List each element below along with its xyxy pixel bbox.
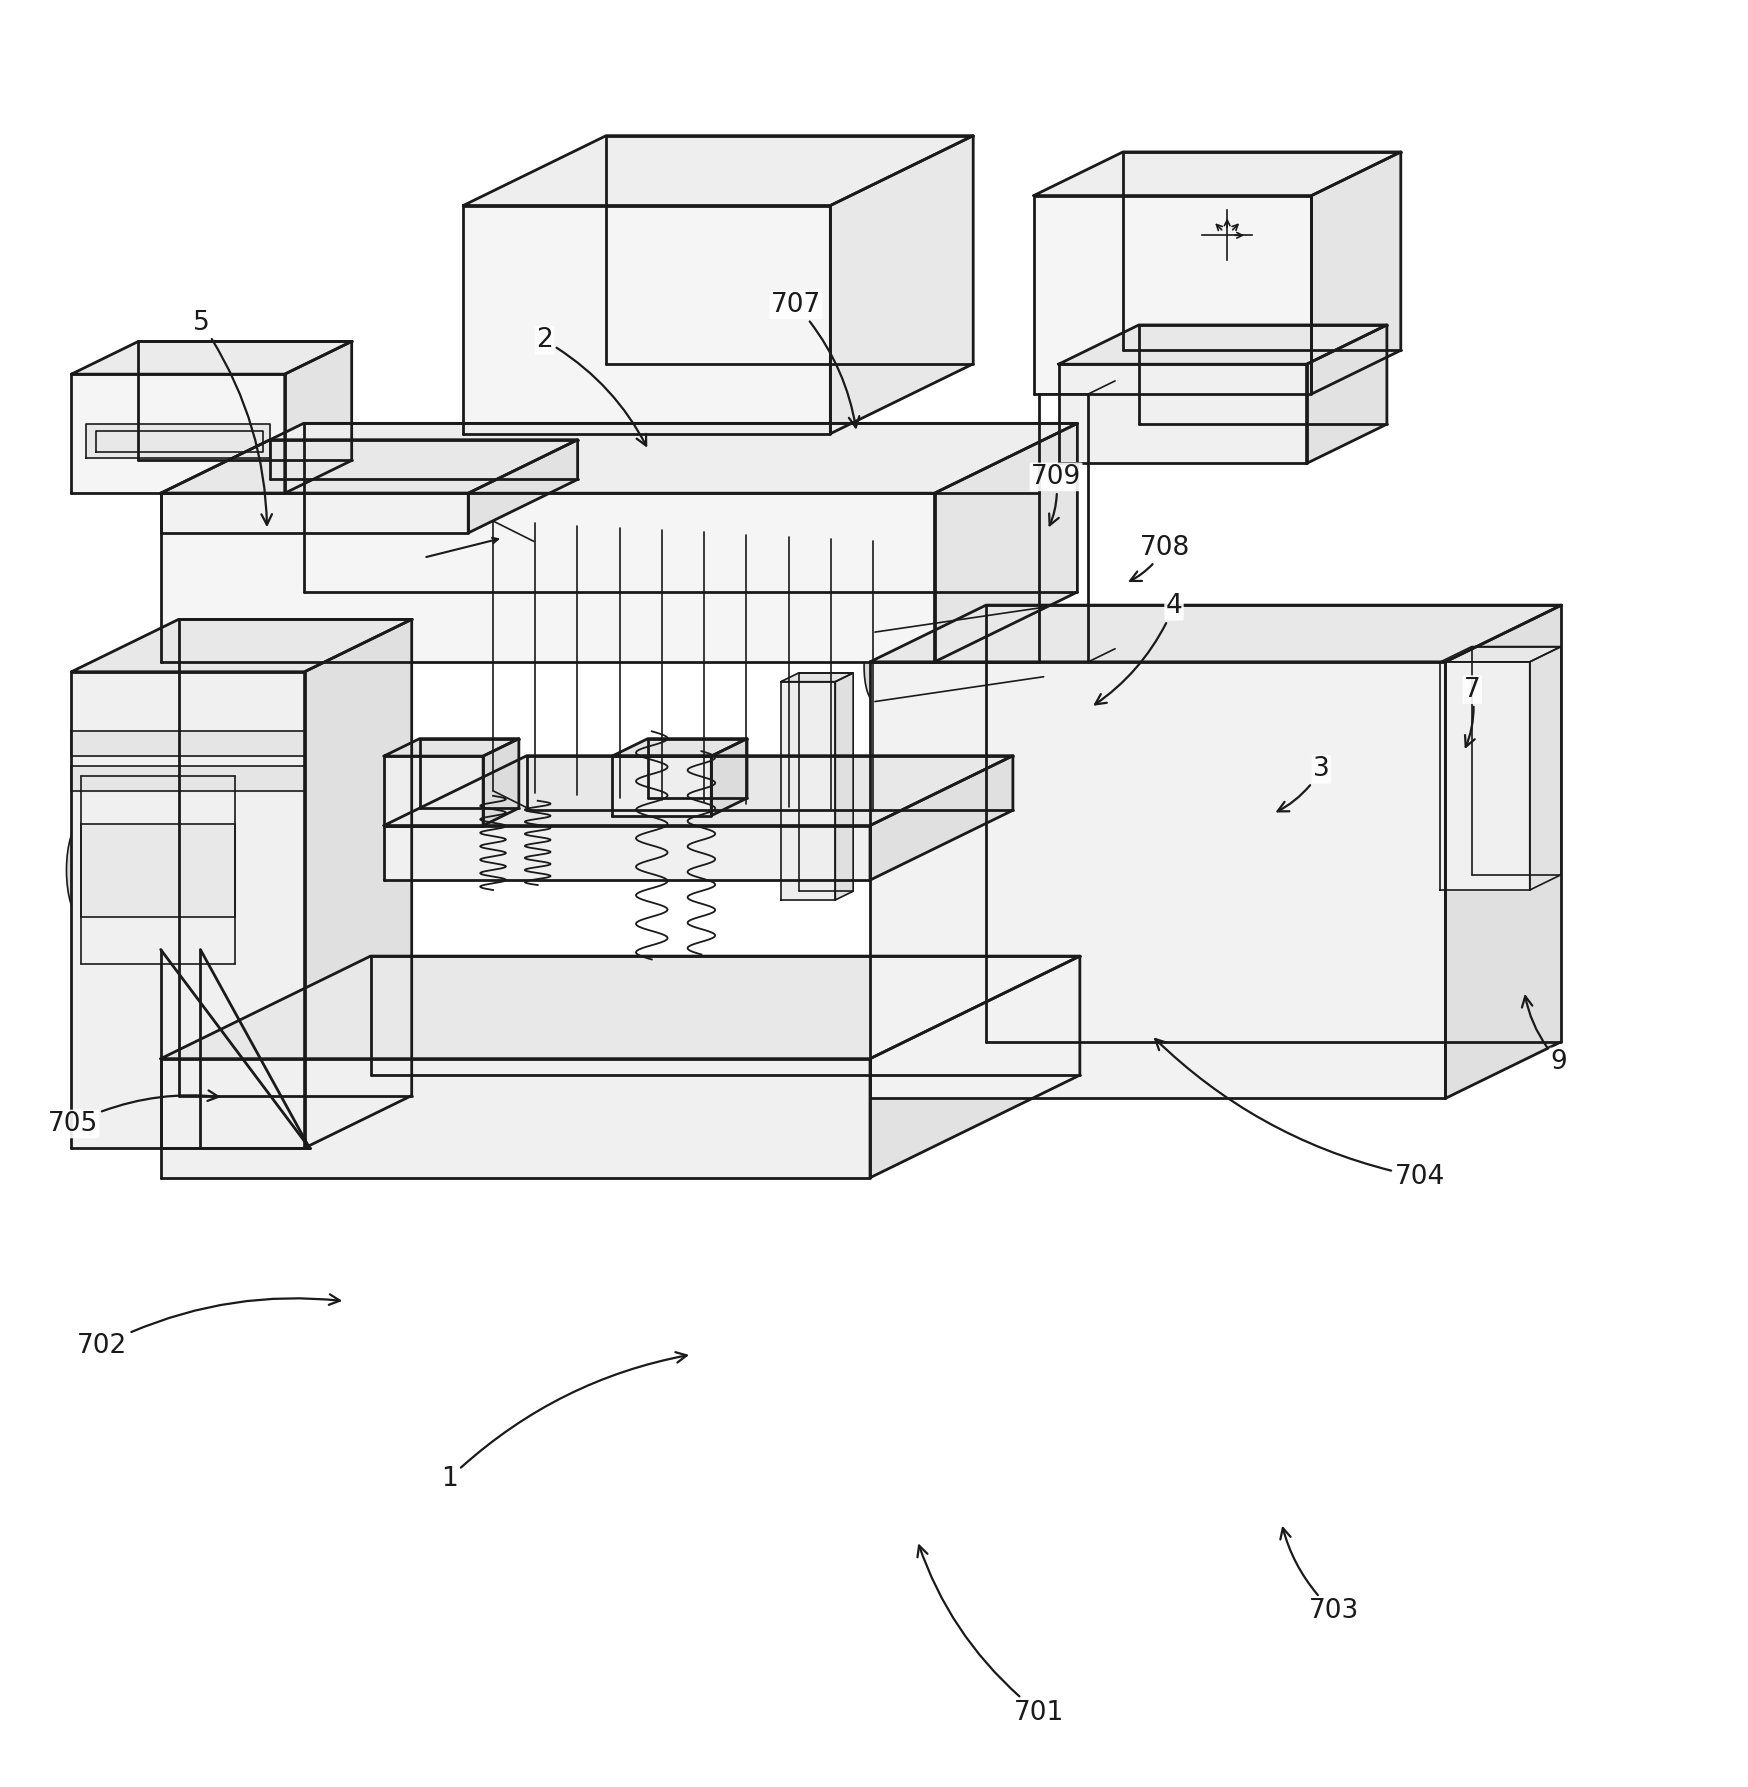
Polygon shape bbox=[781, 681, 836, 901]
Polygon shape bbox=[82, 824, 236, 917]
Text: 2: 2 bbox=[537, 327, 647, 445]
Polygon shape bbox=[711, 738, 746, 815]
Polygon shape bbox=[72, 672, 304, 1147]
Polygon shape bbox=[463, 136, 974, 206]
Text: 1: 1 bbox=[440, 1353, 687, 1492]
Polygon shape bbox=[871, 606, 1561, 661]
Polygon shape bbox=[72, 341, 351, 373]
Polygon shape bbox=[72, 373, 285, 493]
Polygon shape bbox=[612, 756, 711, 815]
Polygon shape bbox=[1311, 152, 1400, 393]
Text: 5: 5 bbox=[192, 309, 273, 525]
Ellipse shape bbox=[792, 838, 809, 863]
Polygon shape bbox=[482, 738, 519, 826]
Text: 4: 4 bbox=[1094, 593, 1182, 704]
Ellipse shape bbox=[1033, 608, 1054, 677]
Polygon shape bbox=[385, 756, 1012, 826]
Polygon shape bbox=[304, 620, 413, 1147]
Ellipse shape bbox=[792, 779, 809, 802]
Polygon shape bbox=[161, 493, 935, 661]
Ellipse shape bbox=[792, 720, 809, 743]
Ellipse shape bbox=[66, 824, 96, 917]
Polygon shape bbox=[1033, 195, 1311, 393]
Text: 9: 9 bbox=[1523, 995, 1568, 1076]
Polygon shape bbox=[1059, 365, 1306, 463]
Polygon shape bbox=[612, 738, 746, 756]
Polygon shape bbox=[935, 424, 1077, 661]
Polygon shape bbox=[871, 661, 1446, 1099]
Polygon shape bbox=[1306, 325, 1386, 463]
Polygon shape bbox=[871, 956, 1080, 1178]
Polygon shape bbox=[385, 826, 871, 881]
Text: 709: 709 bbox=[1031, 465, 1082, 525]
Text: 708: 708 bbox=[1131, 534, 1190, 581]
Polygon shape bbox=[385, 738, 519, 756]
Polygon shape bbox=[781, 674, 853, 681]
Text: 703: 703 bbox=[1280, 1528, 1358, 1624]
Polygon shape bbox=[161, 424, 1077, 493]
Ellipse shape bbox=[523, 838, 544, 865]
Ellipse shape bbox=[442, 831, 465, 860]
Polygon shape bbox=[86, 424, 269, 459]
Text: 707: 707 bbox=[771, 291, 860, 427]
Polygon shape bbox=[385, 756, 482, 826]
Text: 702: 702 bbox=[77, 1294, 339, 1358]
Polygon shape bbox=[161, 956, 1080, 1058]
Ellipse shape bbox=[220, 824, 250, 917]
Polygon shape bbox=[871, 756, 1012, 881]
Ellipse shape bbox=[864, 633, 886, 702]
Polygon shape bbox=[285, 341, 351, 493]
Polygon shape bbox=[1530, 647, 1561, 890]
Polygon shape bbox=[72, 731, 304, 756]
Polygon shape bbox=[161, 440, 577, 493]
Polygon shape bbox=[72, 620, 413, 672]
Polygon shape bbox=[463, 206, 830, 434]
Polygon shape bbox=[830, 136, 974, 434]
Polygon shape bbox=[161, 1058, 871, 1178]
Text: 705: 705 bbox=[47, 1090, 218, 1137]
Polygon shape bbox=[1446, 606, 1561, 1099]
Text: 704: 704 bbox=[1155, 1038, 1446, 1190]
Polygon shape bbox=[468, 440, 577, 533]
Polygon shape bbox=[161, 493, 468, 533]
Text: 7: 7 bbox=[1463, 677, 1481, 747]
Text: 3: 3 bbox=[1278, 756, 1330, 811]
Polygon shape bbox=[836, 674, 853, 901]
Polygon shape bbox=[1059, 325, 1386, 365]
Polygon shape bbox=[1440, 647, 1561, 661]
Polygon shape bbox=[1440, 661, 1530, 890]
Polygon shape bbox=[72, 767, 304, 792]
Ellipse shape bbox=[482, 835, 503, 863]
Polygon shape bbox=[1033, 152, 1400, 195]
Text: 701: 701 bbox=[918, 1546, 1065, 1726]
